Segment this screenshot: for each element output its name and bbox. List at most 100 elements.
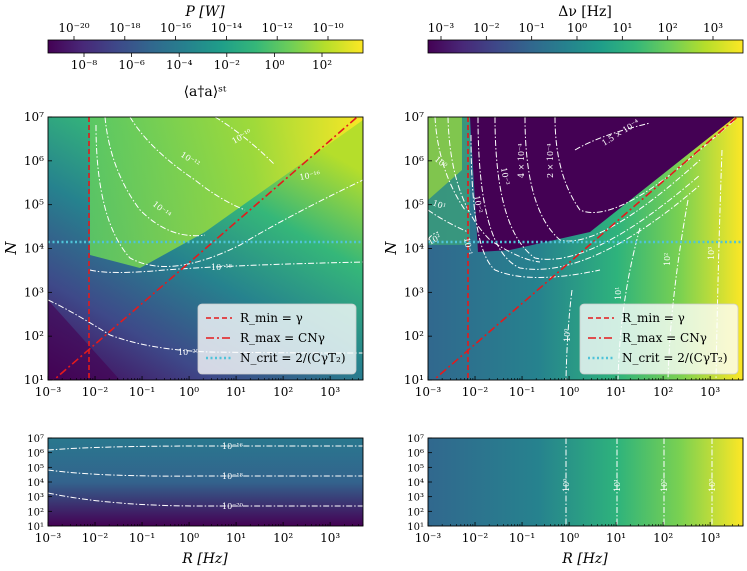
contour-top-right-11 [565,289,573,380]
contour-bottom-left-2 [48,469,363,477]
contour-label-br-2: 10¹ [613,479,622,492]
left-colorbar-bar [47,39,364,54]
contour-label-tl-4: 10⁻¹⁶ [299,169,321,181]
contour-labels-bottom-right: 10⁰ 10¹ 10² 10³ [562,479,717,492]
y-tick-label: 10⁷ [27,434,44,445]
contour-label-tr-2: 2 × 10⁻⁴ [546,144,555,179]
heatmap-top-left-upper-region [90,117,363,268]
left-colorbar-bottom-ticks: 10⁻⁸ 10⁻⁶ 10⁻⁴ 10⁻² 10⁰ 10² [71,53,332,72]
contour-top-left-1 [214,117,276,166]
x-tick-label: 10⁰ [559,385,579,399]
x-tick-label: 10¹ [226,385,246,399]
contour-top-right-1 [574,122,651,151]
contour-top-right-3 [524,117,701,242]
y-tick-label: 10⁷ [407,434,424,445]
contour-top-right-2 [554,117,736,213]
x-tick-label: 10⁻² [462,531,489,545]
x-axis-label-bottom-left: R [Hz] [181,551,228,567]
y-tick-label: 10⁵ [24,198,44,212]
r-max-line-top-left [52,117,359,380]
y-tick-label: 10¹ [404,373,424,387]
right-colorbar: Δν [Hz] 10⁻³ 10⁻² 10⁻¹ 10⁰ 10¹ 10² 10³ [427,4,744,54]
colorbar-tick-label: 10⁻² [214,58,241,72]
legend-top-left: R_min = γ R_max = CNγ N_crit = 2/(CγT₂) [197,303,357,375]
legend-tl-n-crit: N_crit = 2/(CγT₂) [240,351,346,365]
contour-top-right-9 [428,209,469,233]
contour-top-right-6 [470,134,601,278]
y-tick-label: 10⁴ [24,242,44,256]
x-tick-label: 10³ [700,385,720,399]
colorbar-tick-label: 10⁻² [473,21,500,35]
colorbar-tick-label: 10⁻⁶ [118,58,145,72]
x-tick-label: 10⁻² [82,385,109,399]
y-tick-label: 10² [24,329,44,343]
y-tick-label: 10³ [24,285,44,299]
x-tick-label: 10⁻¹ [129,385,155,399]
y-tick-label: 10² [27,507,44,518]
y-tick-label: 10² [407,507,424,518]
colorbar-tick-label: 10⁰ [567,21,587,35]
contour-label-bl-1: 10⁻¹⁶ [222,442,243,451]
colorbar-tick-label: 10⁻²⁰ [58,21,89,35]
y-tick-label: 10⁶ [24,154,44,168]
axes-bottom-right: 10⁻³ 10⁻² 10⁻¹ 10⁰ 10¹ 10² 10³ 10¹ 10² 10³ 10⁴ 10⁵ 1… [407,434,744,545]
contour-top-right-7 [447,117,541,263]
heatmap-top-right-dark-wedge [470,117,735,252]
y-tick-label: 10⁶ [407,449,424,460]
x-axis-label-bottom-right: R [Hz] [561,551,608,567]
x-tick-label: 10² [653,385,673,399]
x-tick-label: 10³ [700,531,720,545]
contour-label-bl-2: 10⁻¹⁸ [222,472,243,481]
contour-label-tr-5: 10⁻² [472,195,484,214]
right-colorbar-ticks: 10⁻³ 10⁻² 10⁻¹ 10⁰ 10¹ 10² 10³ [428,21,723,40]
x-tick-label: 10⁻² [462,385,489,399]
x-tick-label: 10² [273,531,293,545]
y-tick-label: 10⁴ [407,478,424,489]
x-tick-label: 10² [653,531,673,545]
contour-label-tr-13: 10² [663,253,672,266]
contour-label-br-1: 10⁰ [562,479,571,492]
colorbar-tick-label: 10⁻³ [428,21,455,35]
contour-label-tr-4: 10⁻³ [499,167,511,186]
contour-top-left-2 [129,117,246,211]
x-tick-label: 10⁻³ [415,531,442,545]
x-tick-label: 10⁻³ [35,531,62,545]
contour-label-br-3: 10² [660,479,669,492]
colorbar-tick-label: 10⁻¹⁶ [160,21,191,35]
x-tick-label: 10⁻¹ [509,531,535,545]
colorbar-tick-label: 10⁰ [264,58,284,72]
x-tick-label: 10⁻¹ [129,531,155,545]
contour-label-tr-8: 10¹ [431,198,447,211]
contour-label-tr-11: 10⁰ [563,329,572,342]
legend-tr-r-min: R_min = γ [622,311,685,325]
colorbar-tick-label: 10³ [703,21,723,35]
y-tick-label: 10³ [407,493,424,504]
contour-label-tl-6: 10⁻²⁰ [178,348,199,357]
right-colorbar-bar [427,39,744,54]
contour-top-left-5 [89,261,363,273]
heatmap-bottom-right [428,438,743,526]
axes-top-right: 10⁻³ 10⁻² 10⁻¹ 10⁰ 10¹ 10² 10³ 10¹ 10² 10³ 10⁴ 10⁵ 1… [404,110,744,399]
x-tick-label: 10⁻³ [35,385,62,399]
contour-label-tr-6: 10⁻¹ [462,237,474,256]
contour-top-left-3 [104,117,206,237]
y-tick-label: 10⁵ [407,463,424,474]
x-tick-label: 10³ [320,531,340,545]
heatmap-top-right-left-bright [428,117,462,200]
y-tick-label: 10⁷ [404,110,424,124]
y-tick-label: 10⁴ [27,478,44,489]
y-tick-label: 10³ [27,493,44,504]
contour-top-right-4 [494,117,701,260]
contour-top-left-4 [95,124,363,267]
legend-tr-n-crit: N_crit = 2/(CγT₂) [622,351,728,365]
colorbar-tick-label: 10⁻⁸ [71,58,98,72]
x-tick-label: 10² [273,385,293,399]
contours-bottom-left [48,445,363,507]
colorbar-tick-label: 10⁻¹⁸ [109,21,140,35]
contour-labels-bottom-left: 10⁻¹⁶ 10⁻¹⁸ 10⁻²⁰ [222,442,243,511]
x-tick-label: 10⁰ [559,531,579,545]
r-max-line-top-right [432,117,739,380]
y-tick-label: 10⁶ [404,154,424,168]
contour-label-tr-12: 10¹ [614,287,623,300]
contour-top-right-5 [477,117,701,270]
